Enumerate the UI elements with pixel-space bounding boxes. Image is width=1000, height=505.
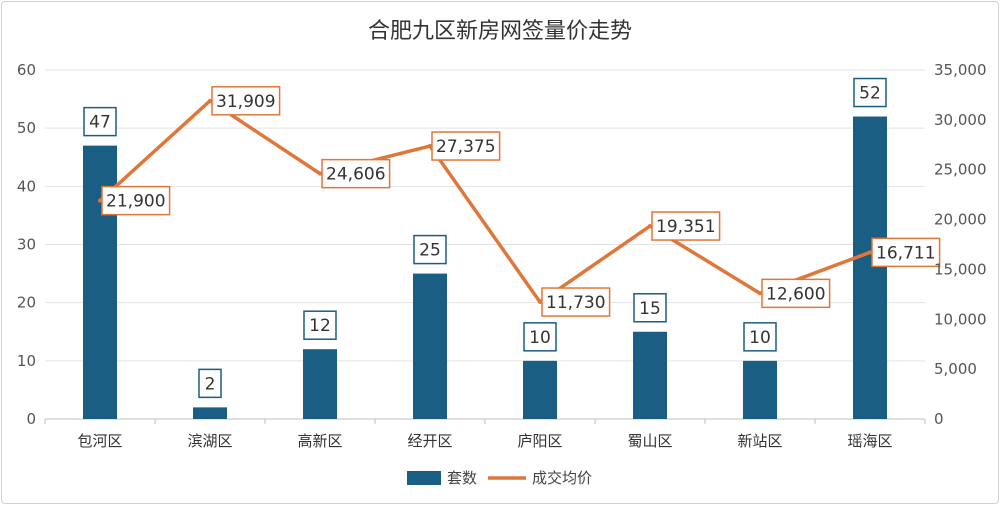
y-left-tick-label: 30 <box>17 236 36 254</box>
y-left-tick-label: 50 <box>17 119 36 137</box>
y-left-tick-label: 20 <box>17 294 36 312</box>
x-category-label: 高新区 <box>297 432 342 450</box>
bar-data-label: 15 <box>639 299 661 319</box>
line-data-label: 27,375 <box>436 137 495 157</box>
line-point <box>538 300 542 305</box>
line-data-label-box <box>321 158 391 189</box>
bar-data-label: 10 <box>749 328 771 348</box>
bar-data-label-box <box>198 368 222 399</box>
legend-label-bar: 套数 <box>447 469 477 487</box>
legend-label-line: 成交均价 <box>532 469 592 487</box>
line-data-label-box <box>651 211 721 241</box>
chart-title: 合肥九区新房网签量价走势 <box>368 19 632 44</box>
bar-data-label-box <box>743 322 777 352</box>
line-data-label: 19,351 <box>656 217 715 237</box>
line-data-label-box <box>101 185 171 216</box>
line-data-label: 31,909 <box>216 92 275 112</box>
bar-data-label-box <box>303 310 337 340</box>
y-right-tick-label: 25,000 <box>934 161 987 179</box>
x-category-label: 庐阳区 <box>517 432 562 450</box>
bar-data-label: 47 <box>89 113 111 133</box>
bar-data-label: 12 <box>309 316 331 336</box>
line-point <box>868 250 872 255</box>
bar-data-label: 52 <box>859 84 881 104</box>
bar-data-label: 10 <box>529 328 551 348</box>
line-point <box>648 224 652 229</box>
y-left-tick-label: 60 <box>17 61 36 79</box>
line-data-label-box <box>761 278 831 309</box>
x-category-label: 蜀山区 <box>627 432 672 450</box>
bar-data-label: 25 <box>419 241 441 261</box>
bar <box>743 360 777 419</box>
bar <box>193 407 227 419</box>
bar <box>523 360 557 419</box>
line-data-label: 21,900 <box>106 192 165 212</box>
bar-data-label-box <box>413 234 447 265</box>
bar <box>303 349 337 419</box>
y-right-tick-label: 35,000 <box>934 61 987 79</box>
bar-data-label-box <box>523 322 557 352</box>
line-point <box>98 198 102 203</box>
line-data-label: 11,730 <box>546 293 605 313</box>
bar-data-label-box <box>633 293 667 323</box>
bar-data-label-box <box>83 106 117 137</box>
bar <box>413 273 447 419</box>
line-data-label-box <box>211 86 281 116</box>
x-category-label: 包河区 <box>77 432 122 450</box>
y-right-tick-label: 15,000 <box>934 260 987 278</box>
y-right-tick-label: 0 <box>934 410 944 428</box>
x-category-label: 经开区 <box>407 432 452 450</box>
y-right-tick-label: 20,000 <box>934 211 987 229</box>
line-point <box>758 291 762 296</box>
bar-data-label: 2 <box>205 374 216 394</box>
y-right-tick-label: 5,000 <box>934 360 977 378</box>
y-left-tick-label: 0 <box>26 410 36 428</box>
legend-swatch-bar <box>407 471 441 485</box>
bar <box>853 116 887 420</box>
line-point <box>208 98 212 103</box>
price-line <box>98 99 872 304</box>
y-left-tick-label: 40 <box>17 177 36 195</box>
y-left-tick-label: 10 <box>17 352 36 370</box>
line-point <box>318 171 322 176</box>
x-category-label: 滨湖区 <box>187 432 232 450</box>
line-data-label: 16,711 <box>876 243 935 263</box>
bar <box>633 331 667 419</box>
x-category-label: 新站区 <box>737 432 782 450</box>
line-point <box>428 144 432 149</box>
line-data-label: 12,600 <box>766 284 825 304</box>
line-data-label-box <box>871 237 941 268</box>
bar-data-label-box <box>853 77 887 108</box>
line-data-label: 24,606 <box>326 165 385 185</box>
y-right-tick-label: 30,000 <box>934 111 987 129</box>
y-right-tick-label: 10,000 <box>934 310 987 328</box>
x-category-label: 瑶海区 <box>847 432 892 450</box>
line-data-label-box <box>431 131 501 161</box>
line-data-label-box <box>541 287 611 317</box>
